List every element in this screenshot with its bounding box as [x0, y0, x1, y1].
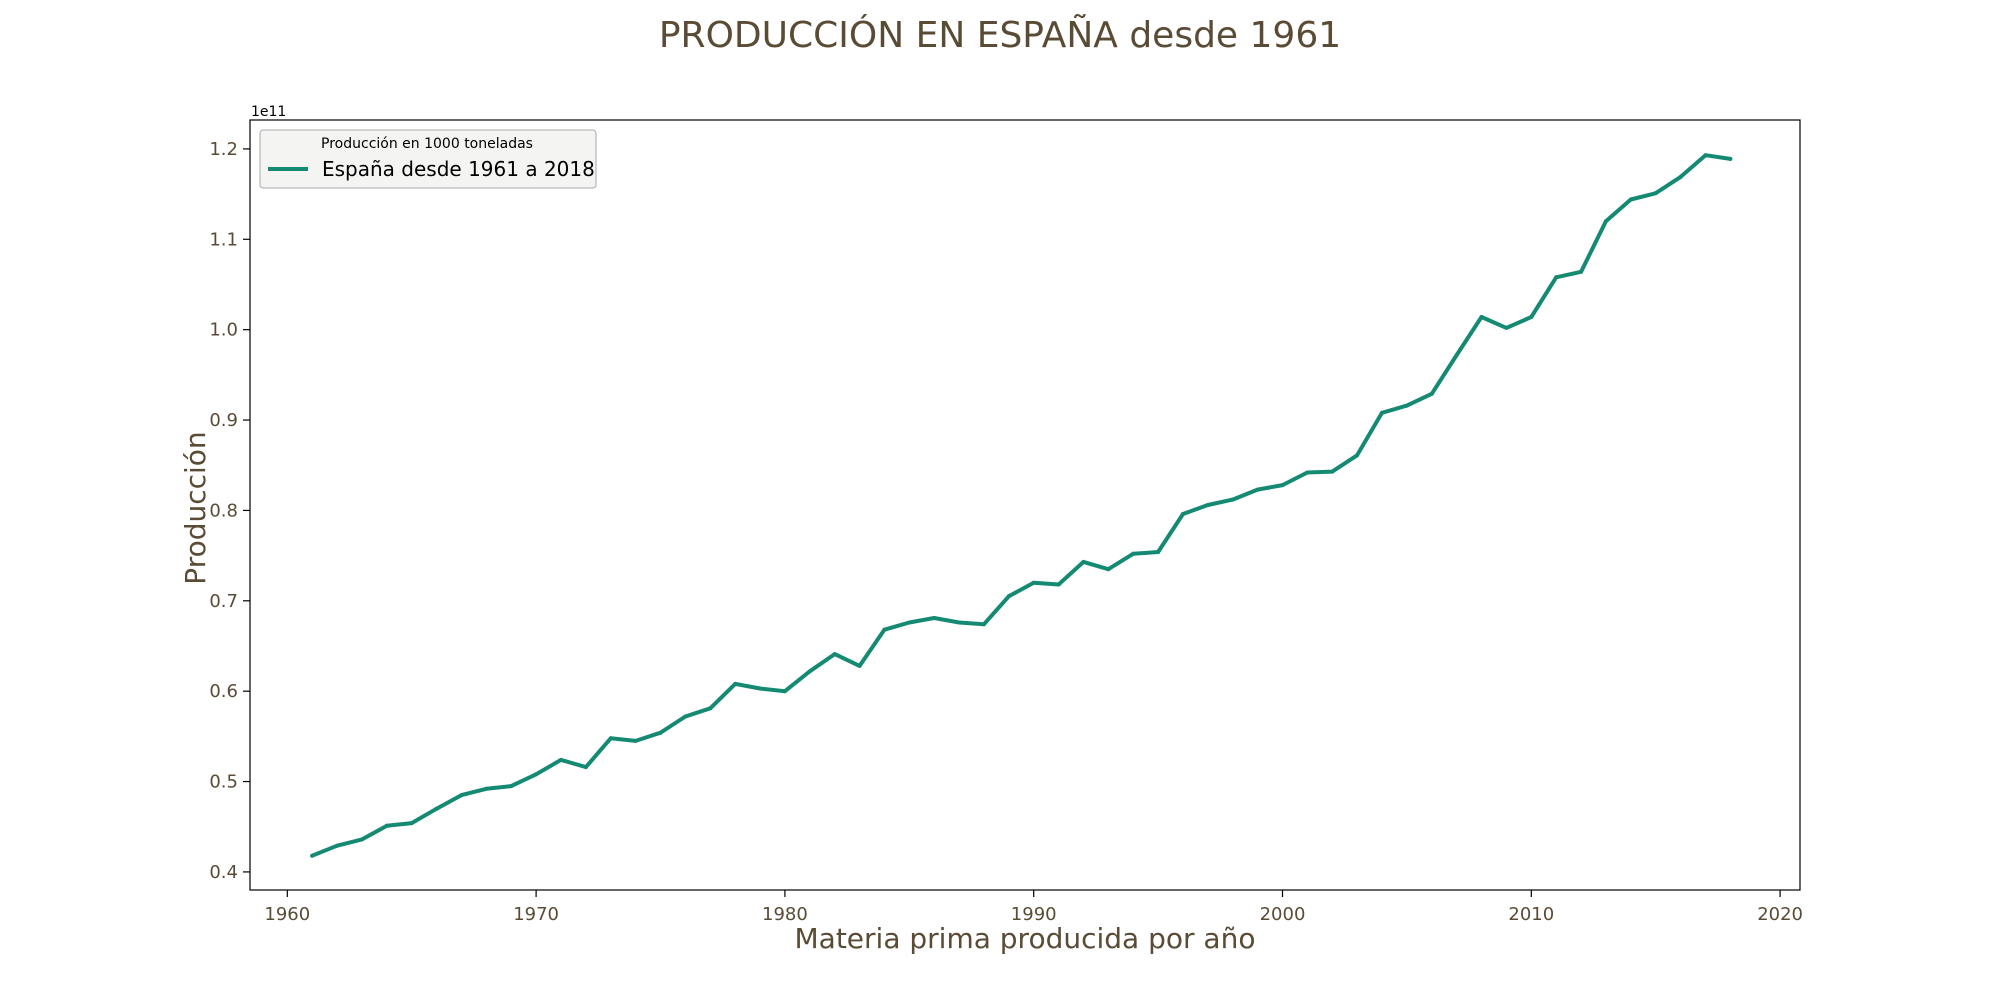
data-point [1305, 470, 1310, 475]
data-point [1031, 580, 1036, 585]
x-axis-ticks: 1960 1970 1980 1990 2000 2010 2020 [264, 890, 1803, 925]
data-point [857, 663, 862, 668]
series-line-espana [310, 153, 1733, 858]
data-point [907, 620, 912, 625]
y-tick-label: 0.9 [209, 410, 238, 431]
data-point [1429, 391, 1434, 396]
y-tick-label: 0.8 [209, 500, 238, 521]
data-point [1006, 594, 1011, 599]
data-point [384, 823, 389, 828]
data-point [1529, 315, 1534, 319]
x-tick-label: 2010 [1508, 904, 1554, 925]
data-point [981, 622, 986, 627]
y-axis-label: Producción [179, 431, 212, 584]
y-tick-label: 0.7 [209, 591, 238, 612]
data-point [608, 736, 613, 741]
legend-box [259, 129, 597, 189]
data-point [1628, 197, 1633, 202]
data-point [559, 757, 563, 762]
data-point [1380, 410, 1384, 415]
data-point [1255, 487, 1260, 492]
y-tick-label: 1.0 [209, 320, 238, 341]
plot-frame [249, 119, 1801, 891]
data-point [310, 853, 315, 858]
data-point [509, 784, 514, 789]
data-point [1703, 153, 1708, 158]
data-point [1678, 174, 1683, 179]
y-offset-label: 1e11 [251, 104, 286, 120]
x-tick-label: 1990 [1011, 904, 1057, 925]
series-points [310, 153, 1733, 858]
x-axis-label: Materia prima producida por año [795, 922, 1256, 955]
data-point [1504, 325, 1509, 330]
data-point [957, 620, 962, 625]
y-axis-ticks: 0.4 0.5 0.6 0.7 0.8 0.9 1.0 1.1 1.2 [209, 139, 250, 883]
x-tick-label: 1960 [264, 904, 310, 925]
data-point [1603, 219, 1608, 224]
data-point [882, 627, 887, 632]
data-point [1479, 315, 1484, 319]
y-tick-label: 0.6 [209, 681, 238, 702]
data-point [932, 616, 937, 620]
data-point [484, 786, 489, 791]
y-tick-label: 1.1 [209, 229, 238, 250]
data-point [658, 730, 663, 735]
data-point [1081, 559, 1086, 564]
data-point [758, 686, 762, 691]
data-point [683, 714, 688, 719]
data-point [1355, 453, 1360, 458]
data-point [335, 843, 340, 848]
data-point [832, 652, 837, 657]
data-point [1728, 156, 1733, 161]
data-point [1106, 567, 1111, 572]
data-point [708, 706, 713, 711]
data-point [1230, 497, 1235, 502]
data-point [1404, 403, 1409, 408]
chart-title: PRODUCCIÓN EN ESPAÑA desde 1961 [659, 14, 1341, 56]
data-point [1330, 469, 1335, 474]
data-point [1205, 503, 1210, 507]
data-point [1579, 269, 1584, 274]
data-point [409, 821, 414, 826]
x-tick-label: 2020 [1757, 904, 1803, 925]
data-point [360, 837, 364, 842]
data-point [782, 689, 787, 694]
data-point [459, 793, 464, 798]
data-point [1454, 353, 1459, 357]
data-point [633, 738, 638, 743]
data-point [1131, 551, 1136, 556]
data-point [733, 681, 738, 686]
y-tick-label: 0.4 [209, 862, 238, 883]
data-point [1554, 275, 1559, 280]
x-tick-label: 1970 [513, 904, 559, 925]
legend-entry-label: España desde 1961 a 2018 [322, 157, 595, 181]
data-point [434, 806, 439, 811]
y-tick-label: 1.2 [209, 139, 238, 160]
data-point [1653, 191, 1658, 196]
data-point [807, 669, 812, 674]
x-tick-label: 2000 [1260, 904, 1306, 925]
data-point [1181, 512, 1185, 516]
data-point [534, 772, 539, 777]
y-tick-label: 0.5 [209, 772, 238, 793]
legend-title: Producción en 1000 toneladas [321, 136, 533, 152]
data-point [583, 765, 588, 770]
data-point [1056, 582, 1061, 587]
data-point [1156, 550, 1161, 554]
legend: Producción en 1000 toneladas España desd… [259, 129, 597, 189]
data-point [1280, 483, 1285, 488]
x-tick-label: 1980 [762, 904, 808, 925]
